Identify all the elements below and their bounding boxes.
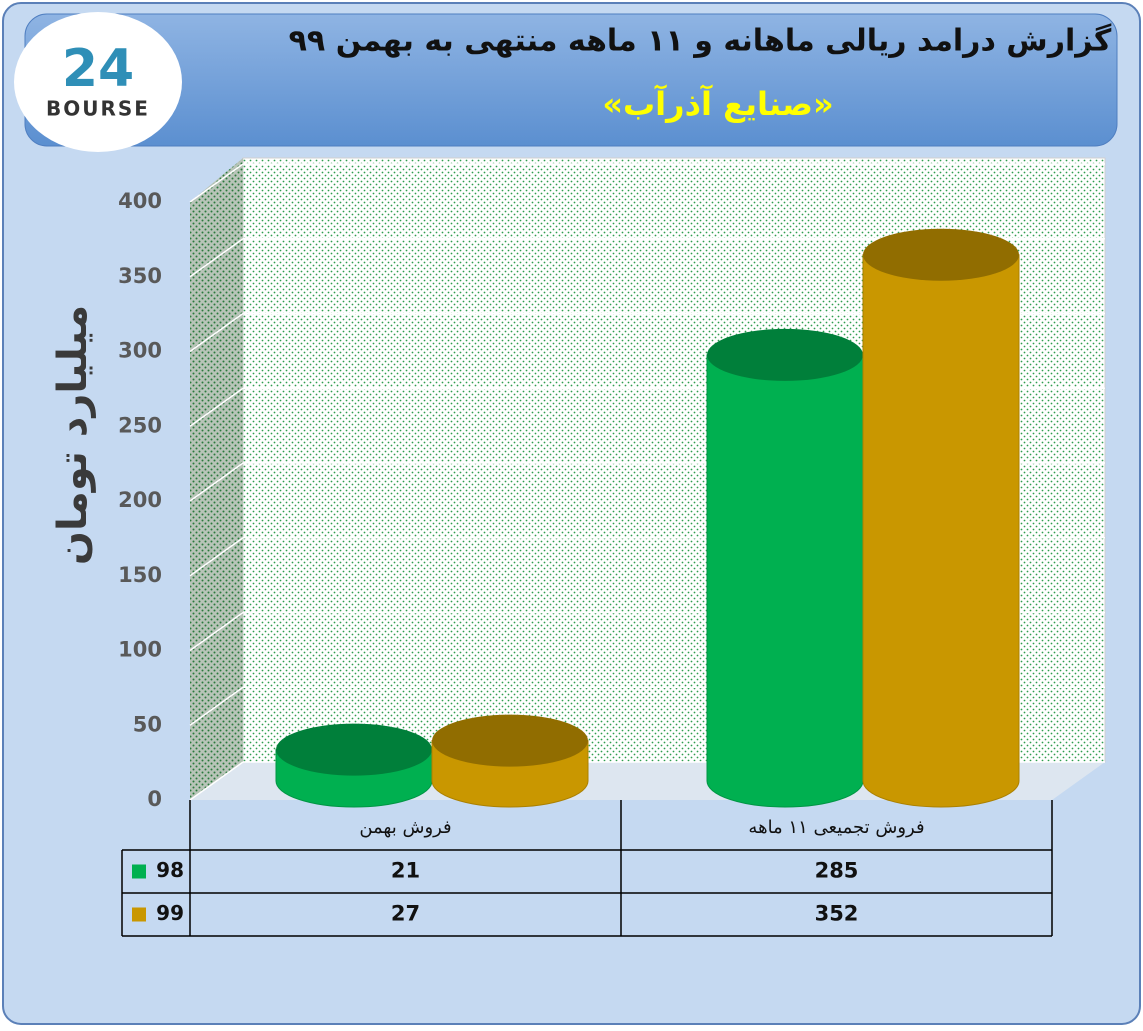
y-tick-label: 300: [118, 339, 162, 363]
y-tick-label: 350: [118, 264, 162, 288]
table-value: 27: [391, 902, 420, 926]
table-value: 21: [391, 859, 420, 883]
y-tick-label: 0: [147, 787, 162, 811]
chart-subtitle: «صنایع آذرآب»: [602, 84, 833, 123]
y-axis-label: میلیارد تومان: [50, 305, 96, 565]
y-tick-label: 200: [118, 488, 162, 512]
bar-top: [276, 723, 432, 776]
y-tick-label: 150: [118, 563, 162, 587]
bar: [706, 354, 864, 808]
side-wall: [190, 158, 243, 800]
x-tick-label: فروش تجمیعی ۱۱ ماهه: [748, 817, 924, 838]
legend-label: 99: [156, 901, 184, 925]
side-grid-line: [189, 686, 244, 726]
side-grid-line: [189, 387, 244, 427]
legend-swatch: [132, 864, 146, 879]
chart-title: گزارش درامد ریالی ماهانه و ۱۱ ماهه منتهی…: [289, 23, 1112, 59]
logo-mark: 24: [62, 39, 134, 99]
side-grid-line: [189, 312, 244, 353]
side-grid-line: [189, 537, 244, 577]
table-value: 285: [815, 859, 859, 883]
bar: [862, 254, 1020, 808]
side-grid-line: [189, 611, 244, 652]
y-tick-label: 400: [118, 189, 162, 213]
logo-name: BOURSE: [46, 97, 150, 121]
bar-top: [707, 328, 863, 381]
legend-swatch: [132, 907, 146, 922]
x-tick-label: فروش بهمن: [359, 817, 451, 838]
bar-top: [863, 228, 1019, 281]
side-grid-line: [189, 163, 244, 203]
side-grid-line: [189, 238, 244, 278]
side-grid-line: [189, 761, 244, 801]
side-grid-line: [189, 462, 244, 502]
table-value: 352: [815, 902, 859, 926]
y-tick-label: 100: [118, 638, 162, 662]
logo-badge: [14, 12, 182, 152]
legend-label: 98: [156, 858, 184, 882]
y-tick-label: 250: [118, 413, 162, 437]
y-tick-label: 50: [133, 712, 162, 736]
bar-top: [432, 714, 588, 767]
